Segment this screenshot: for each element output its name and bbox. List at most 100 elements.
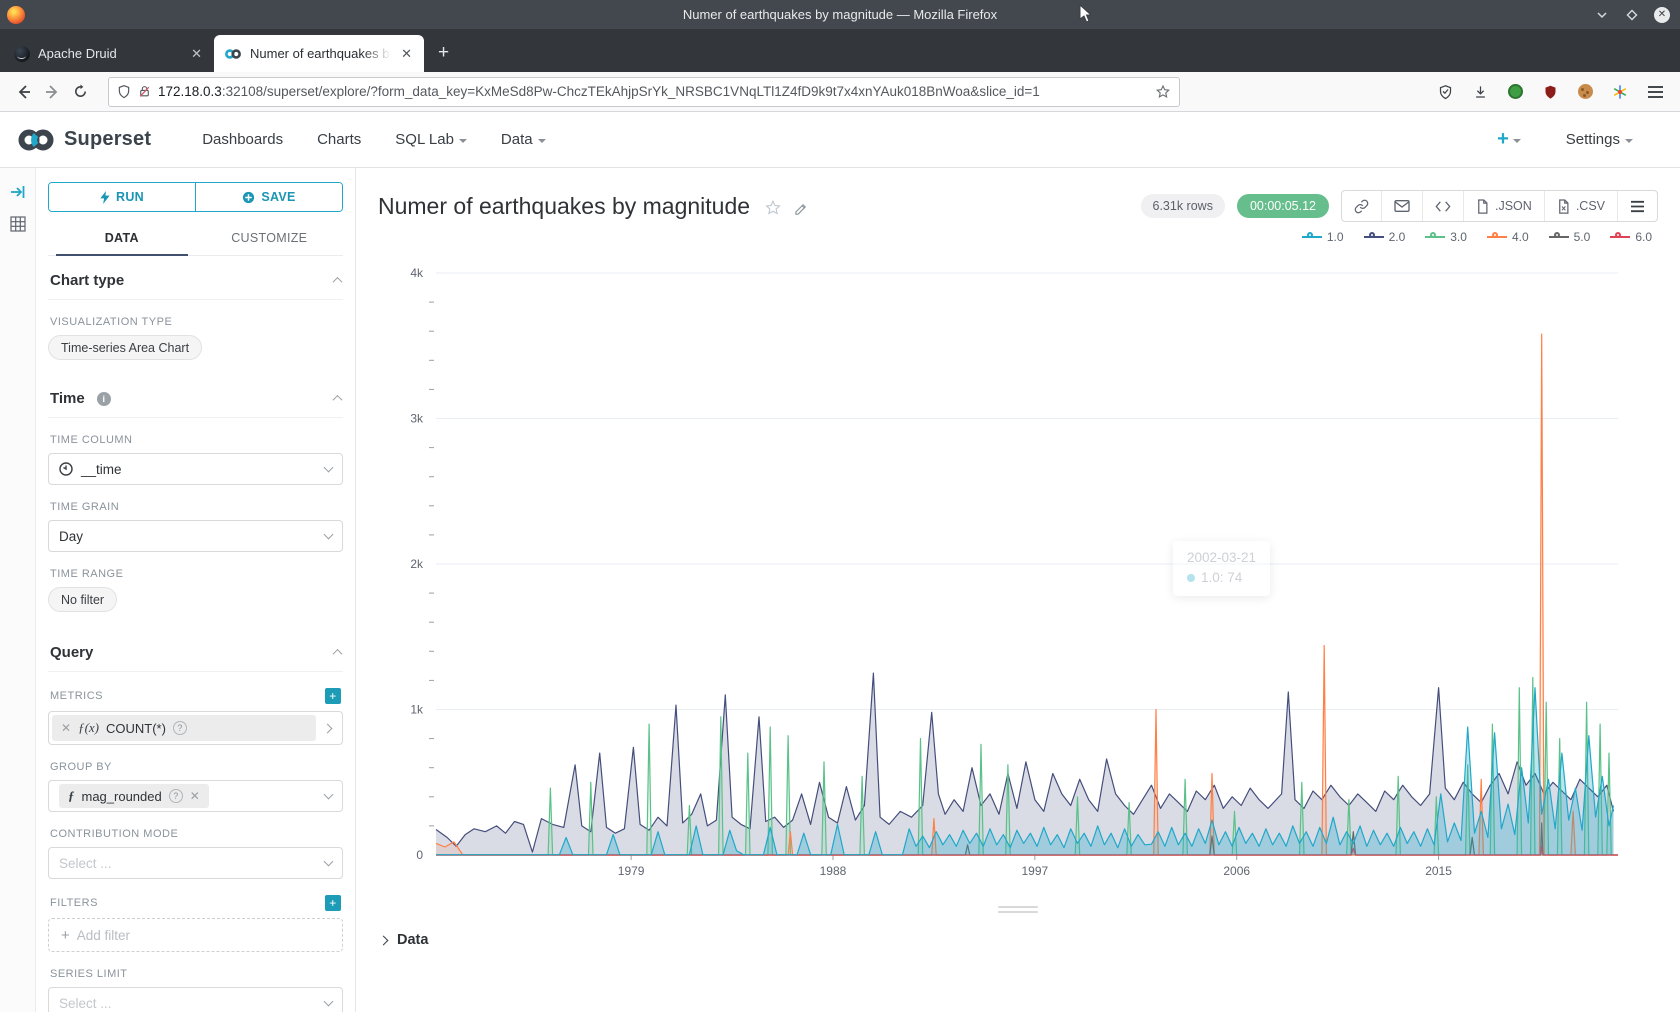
series-limit-select[interactable]: Select ... <box>48 987 343 1012</box>
pocket-shield-icon[interactable] <box>1436 83 1454 101</box>
dataset-grid-icon[interactable] <box>10 216 26 232</box>
tab-customize[interactable]: CUSTOMIZE <box>196 220 344 255</box>
nav-dashboards[interactable]: Dashboards <box>202 131 283 148</box>
envelope-icon <box>1394 199 1410 213</box>
metrics-label: METRICS + <box>50 688 341 704</box>
section-time[interactable]: Timei <box>48 374 343 418</box>
chart-menu-button[interactable] <box>1617 191 1657 221</box>
chevron-right-icon <box>379 935 389 945</box>
new-item-button[interactable]: + <box>1497 128 1521 151</box>
add-filter-dropzone[interactable]: + Add filter <box>48 918 343 952</box>
group-by-select[interactable]: ƒ mag_rounded ? ✕ <box>48 780 343 812</box>
tracking-shield-icon[interactable] <box>117 84 131 99</box>
druid-favicon-icon <box>14 46 30 62</box>
section-chart-type[interactable]: Chart type <box>48 256 343 300</box>
ublock-shield-icon[interactable] <box>1541 83 1559 101</box>
panel-resize-handle[interactable] <box>998 906 1038 913</box>
window-minimize-icon[interactable] <box>1594 7 1610 23</box>
embed-code-button[interactable] <box>1422 191 1463 221</box>
tab-apache-druid[interactable]: Apache Druid ✕ <box>4 35 214 72</box>
group-by-chip[interactable]: ƒ mag_rounded ? ✕ <box>59 784 209 808</box>
legend-item-2.0[interactable]: 2.0 <box>1364 230 1406 244</box>
add-metric-button[interactable]: + <box>325 688 341 704</box>
svg-text:2006: 2006 <box>1223 864 1250 878</box>
legend-item-3.0[interactable]: 3.0 <box>1425 230 1467 244</box>
new-tab-button[interactable]: + <box>438 42 449 64</box>
downloads-icon[interactable] <box>1471 83 1489 101</box>
remove-metric-icon[interactable]: ✕ <box>61 721 71 735</box>
group-by-label: GROUP BY <box>50 761 341 773</box>
lightning-icon <box>100 191 110 204</box>
export-json-button[interactable]: .JSON <box>1463 191 1544 221</box>
chevron-up-icon <box>333 395 343 405</box>
nav-charts[interactable]: Charts <box>317 131 361 148</box>
container-pinwheel-icon[interactable] <box>1611 83 1629 101</box>
chevron-down-icon <box>324 857 334 867</box>
tab-superset-chart[interactable]: Numer of earthquakes by ✕ <box>214 35 424 72</box>
expand-dataset-panel-icon[interactable] <box>10 184 26 200</box>
legend-item-6.0[interactable]: 6.0 <box>1610 230 1652 244</box>
tab-data[interactable]: DATA <box>48 220 196 255</box>
svg-text:0: 0 <box>416 848 423 862</box>
plus-icon: + <box>61 927 70 944</box>
bookmark-star-icon[interactable] <box>1155 84 1171 100</box>
legend-item-1.0[interactable]: 1.0 <box>1302 230 1344 244</box>
legend-item-4.0[interactable]: 4.0 <box>1487 230 1529 244</box>
timeseries-area-chart[interactable]: 01k2k3k4k19791988199720062015 <box>356 250 1680 895</box>
control-panel: RUN SAVE DATA CUSTOMIZE Chart type VISUA… <box>36 168 356 1012</box>
contribution-mode-select[interactable]: Select ... <box>48 847 343 879</box>
data-section-toggle[interactable]: Data <box>356 916 1680 948</box>
remove-groupby-icon[interactable]: ✕ <box>190 789 200 803</box>
group-by-name: mag_rounded <box>82 789 162 804</box>
hamburger-icon <box>1630 200 1645 213</box>
email-button[interactable] <box>1381 191 1422 221</box>
copy-link-button[interactable] <box>1342 191 1381 221</box>
time-grain-select[interactable]: Day <box>48 520 343 552</box>
url-host: 172.18.0.3 <box>158 84 222 99</box>
run-button[interactable]: RUN <box>49 183 195 211</box>
metric-chip[interactable]: ✕ ƒ(x) COUNT(*) ? <box>52 715 316 741</box>
save-button[interactable]: SAVE <box>196 183 342 211</box>
extension-green-icon[interactable] <box>1506 83 1524 101</box>
row-count-badge: 6.31k rows <box>1141 194 1225 218</box>
cookie-extension-icon[interactable] <box>1576 83 1594 101</box>
time-range-pill[interactable]: No filter <box>48 587 117 612</box>
filters-label: FILTERS + <box>50 895 341 911</box>
nav-sql-lab[interactable]: SQL Lab <box>395 131 467 148</box>
insecure-lock-icon[interactable] <box>138 84 151 99</box>
window-close-icon[interactable]: ✕ <box>1654 7 1670 23</box>
nav-data[interactable]: Data <box>501 131 546 148</box>
chart-actions-group: .JSON .CSV <box>1341 190 1658 222</box>
superset-logo[interactable]: Superset <box>16 128 151 152</box>
viz-type-pill[interactable]: Time-series Area Chart <box>48 335 202 360</box>
chevron-down-icon <box>1513 139 1521 143</box>
menu-hamburger-icon[interactable] <box>1646 83 1664 101</box>
edit-pencil-icon[interactable] <box>794 201 809 216</box>
link-icon <box>1354 199 1369 214</box>
settings-menu[interactable]: Settings <box>1566 131 1633 148</box>
forward-button[interactable] <box>38 78 66 106</box>
legend-item-5.0[interactable]: 5.0 <box>1549 230 1591 244</box>
favorite-star-icon[interactable] <box>764 199 782 217</box>
chevron-down-icon <box>324 790 334 800</box>
help-icon: ? <box>173 721 187 735</box>
svg-text:4k: 4k <box>410 266 424 280</box>
url-text: 172.18.0.3:32108/superset/explore/?form_… <box>158 84 1148 99</box>
back-button[interactable] <box>10 78 38 106</box>
metric-control[interactable]: ✕ ƒ(x) COUNT(*) ? <box>48 711 343 745</box>
section-query[interactable]: Query <box>48 628 343 672</box>
tab-close-icon[interactable]: ✕ <box>189 46 204 62</box>
viz-type-label: VISUALIZATION TYPE <box>50 316 341 328</box>
url-bar[interactable]: 172.18.0.3:32108/superset/explore/?form_… <box>108 77 1180 107</box>
tab-close-icon[interactable]: ✕ <box>399 46 414 62</box>
time-column-select[interactable]: __time <box>48 453 343 485</box>
reload-button[interactable] <box>66 78 94 106</box>
add-filter-plus-button[interactable]: + <box>325 895 341 911</box>
expand-metric-icon[interactable] <box>316 719 339 737</box>
window-maximize-icon[interactable] <box>1624 7 1640 23</box>
mouse-cursor <box>1078 4 1094 24</box>
plus-circle-icon <box>242 191 255 204</box>
export-csv-button[interactable]: .CSV <box>1544 191 1617 221</box>
chart-area[interactable]: 01k2k3k4k19791988199720062015 2002-03-21… <box>356 250 1680 900</box>
dataset-gutter <box>0 168 36 1012</box>
